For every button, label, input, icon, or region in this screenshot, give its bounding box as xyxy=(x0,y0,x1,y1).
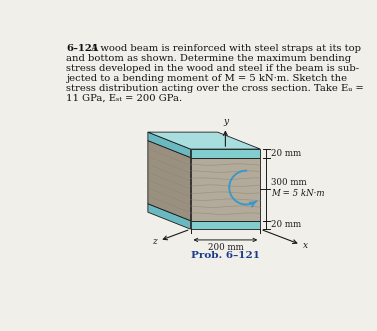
Text: z: z xyxy=(152,237,157,246)
Polygon shape xyxy=(190,149,260,158)
Text: 20 mm: 20 mm xyxy=(271,149,301,158)
Text: Prob. 6–121: Prob. 6–121 xyxy=(191,251,260,260)
Text: 20 mm: 20 mm xyxy=(271,220,301,229)
Polygon shape xyxy=(148,132,190,158)
Polygon shape xyxy=(148,141,190,221)
Text: 11 GPa, Eₛₜ = 200 GPa.: 11 GPa, Eₛₜ = 200 GPa. xyxy=(66,94,182,103)
Text: 6–121: 6–121 xyxy=(66,44,99,53)
Text: jected to a bending moment of M = 5 kN·m. Sketch the: jected to a bending moment of M = 5 kN·m… xyxy=(66,73,348,83)
Text: 200 mm: 200 mm xyxy=(207,243,243,252)
Text: stress distribution acting over the cross section. Take Eᵤ =: stress distribution acting over the cros… xyxy=(66,84,364,93)
Text: and bottom as shown. Determine the maximum bending: and bottom as shown. Determine the maxim… xyxy=(66,54,352,63)
Text: y: y xyxy=(224,117,229,126)
Text: A wood beam is reinforced with steel straps at its top: A wood beam is reinforced with steel str… xyxy=(90,44,361,53)
Text: 300 mm: 300 mm xyxy=(271,178,307,187)
Polygon shape xyxy=(148,204,190,229)
Text: M = 5 kN·m: M = 5 kN·m xyxy=(271,189,325,198)
Polygon shape xyxy=(190,221,260,229)
Polygon shape xyxy=(190,158,260,221)
Text: x: x xyxy=(303,241,308,250)
Polygon shape xyxy=(148,132,260,149)
Text: stress developed in the wood and steel if the beam is sub-: stress developed in the wood and steel i… xyxy=(66,64,360,72)
